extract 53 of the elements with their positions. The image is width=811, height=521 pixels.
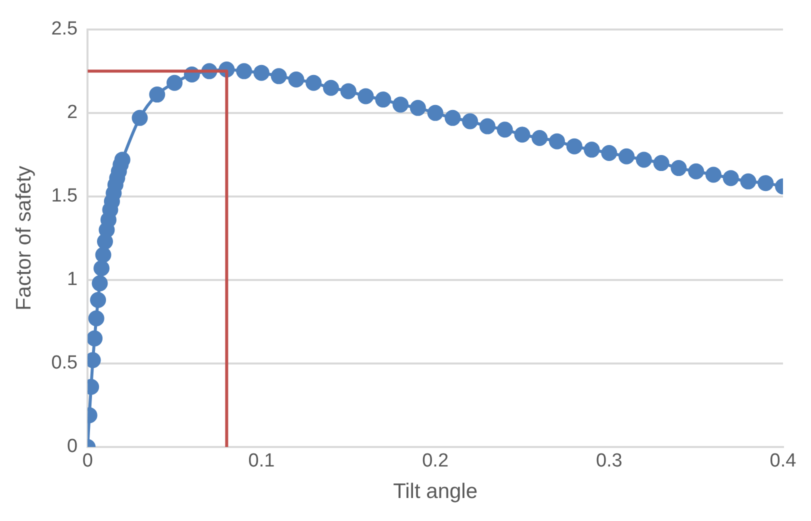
x-tick-label: 0	[82, 450, 93, 472]
y-tick-label: 1.5	[51, 186, 78, 207]
point	[92, 275, 108, 292]
x-tick-label: 0.1	[248, 450, 275, 472]
point	[549, 133, 565, 150]
point	[90, 292, 106, 308]
point	[95, 246, 112, 263]
point	[392, 96, 409, 113]
point	[618, 148, 635, 164]
point	[236, 63, 252, 80]
y-tick-label: 0.5	[51, 352, 78, 374]
point	[758, 175, 774, 192]
point	[358, 88, 374, 104]
point	[705, 166, 722, 183]
x-tick-label: 0.3	[596, 450, 622, 472]
point	[444, 110, 461, 126]
point	[88, 310, 104, 326]
point	[670, 160, 687, 176]
point	[323, 80, 339, 96]
point	[532, 130, 548, 146]
point	[636, 152, 652, 168]
point	[253, 64, 270, 81]
x-tick-label: 0.4	[770, 450, 797, 472]
point	[88, 330, 103, 346]
point	[653, 155, 670, 172]
y-tick-label: 2	[67, 102, 78, 124]
point	[410, 100, 426, 116]
point	[479, 118, 496, 134]
point	[566, 138, 582, 154]
point	[740, 173, 756, 190]
point	[270, 68, 287, 84]
point	[427, 104, 444, 121]
y-tick-label: 2.5	[51, 18, 78, 40]
point	[462, 113, 478, 130]
point	[601, 145, 618, 162]
point	[306, 74, 322, 91]
point	[166, 74, 183, 91]
x-tick-label: 0.2	[422, 450, 449, 472]
point	[688, 163, 704, 180]
point	[496, 122, 513, 138]
point	[722, 170, 739, 186]
y-tick-label: 0	[67, 436, 78, 458]
point	[340, 83, 356, 100]
y-axis-title: Factor of safety	[12, 165, 36, 311]
point	[94, 260, 110, 276]
point	[132, 110, 148, 126]
point	[288, 72, 304, 88]
y-tick-label: 1	[67, 269, 78, 290]
x-axis-title: Tilt angle	[393, 480, 478, 504]
point	[514, 126, 530, 143]
point	[149, 86, 166, 103]
point	[375, 92, 392, 108]
point	[584, 142, 600, 158]
